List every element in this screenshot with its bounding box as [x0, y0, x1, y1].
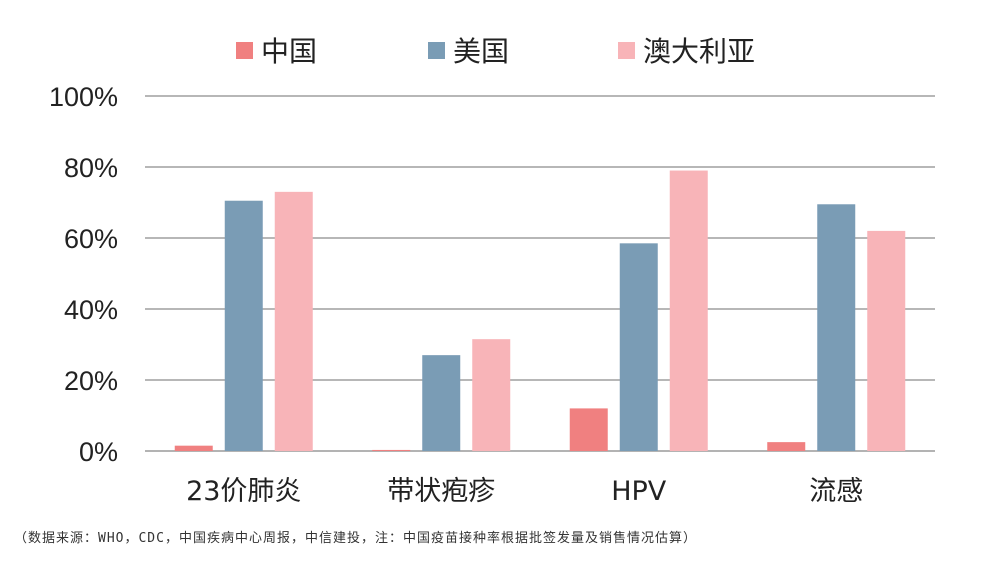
bar: [224, 200, 263, 451]
bar: [619, 243, 658, 451]
x-category-label: 带状疱疹: [387, 476, 495, 507]
bar: [372, 449, 411, 451]
x-category-label: 23价肺炎: [186, 476, 301, 507]
legend: 中国 美国 澳大利亚: [236, 35, 755, 68]
legend-label: 美国: [453, 35, 509, 68]
y-tick-label: 0%: [79, 437, 118, 467]
legend-swatch: [236, 42, 253, 59]
bar: [569, 408, 608, 451]
bar: [472, 339, 511, 451]
y-tick-label: 100%: [49, 82, 118, 112]
legend-swatch: [428, 42, 445, 59]
bar: [767, 442, 806, 451]
y-tick-label: 60%: [64, 224, 118, 254]
bar: [817, 204, 856, 451]
x-axis: 23价肺炎 带状疱疹 HPV 流感: [186, 476, 863, 507]
source-note: （数据来源：WHO，CDC，中国疾病中心周报，中信建投，注：中国疫苗接种率根据批…: [14, 531, 697, 546]
y-tick-label: 80%: [64, 153, 118, 183]
bar: [422, 355, 461, 451]
bar: [867, 230, 906, 451]
bar: [274, 191, 313, 451]
vaccination-rate-chart: 中国 美国 澳大利亚 0% 20% 40% 60% 80% 100% 23价肺炎 带状疱疹 HPV…: [49, 35, 935, 507]
x-category-label: 流感: [809, 476, 863, 507]
legend-label: 中国: [261, 35, 317, 68]
x-category-label: HPV: [611, 476, 667, 507]
bar: [669, 170, 708, 452]
legend-swatch: [618, 42, 635, 59]
bars: [174, 170, 906, 452]
gridlines: [145, 95, 935, 452]
y-tick-label: 40%: [64, 295, 118, 325]
y-axis: 0% 20% 40% 60% 80% 100%: [49, 82, 118, 467]
bar: [174, 445, 213, 451]
y-tick-label: 20%: [64, 366, 118, 396]
legend-label: 澳大利亚: [643, 35, 755, 68]
